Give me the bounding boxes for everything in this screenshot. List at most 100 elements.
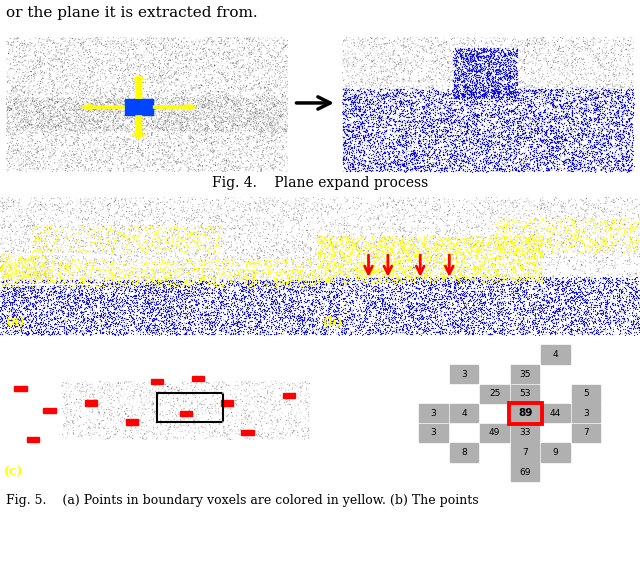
Point [470,54,481,63]
Point [182,50,193,59]
Point [160,56,170,65]
Point [152,300,162,309]
Point [118,247,129,256]
Point [90,428,100,437]
Point [71,276,81,285]
Point [454,237,464,247]
Point [499,65,509,74]
Point [181,238,191,247]
Point [504,62,515,71]
Point [0,276,9,285]
Point [482,250,492,259]
Point [253,280,263,289]
Point [83,316,93,325]
Point [354,151,364,160]
Point [516,255,526,264]
Point [388,88,398,97]
Point [602,161,612,170]
Point [60,49,70,58]
Point [453,53,463,62]
Point [120,36,131,45]
Point [568,158,579,167]
Point [387,232,397,241]
Point [30,246,40,255]
Point [99,406,109,415]
Point [226,105,236,114]
Point [577,42,587,51]
Point [213,78,223,88]
Point [229,94,239,103]
Point [239,271,249,280]
Point [61,53,71,62]
Point [210,122,220,131]
Point [180,88,191,97]
Point [180,56,190,65]
Point [577,323,588,332]
Point [41,311,51,320]
Point [627,66,637,76]
Point [13,92,23,101]
Point [3,49,13,58]
Point [397,281,408,291]
Point [273,260,284,269]
Point [77,277,87,287]
Point [493,82,503,91]
Point [33,439,43,448]
Point [372,162,382,172]
Point [353,241,363,250]
Point [209,304,219,313]
Point [90,279,100,288]
Point [196,458,207,467]
Point [329,292,339,301]
Point [108,55,118,65]
Point [372,245,383,255]
Point [33,79,43,88]
Point [419,106,429,116]
Point [603,148,613,157]
Point [310,292,321,301]
Point [162,242,172,251]
Point [115,96,125,105]
Point [60,113,70,122]
Point [422,120,432,129]
Point [227,408,237,417]
Point [70,324,80,333]
Point [512,301,522,310]
Point [212,263,223,272]
Point [280,157,290,166]
Point [416,234,426,243]
Point [19,375,29,384]
Point [201,306,211,315]
Point [146,388,156,397]
Point [344,313,354,322]
Point [48,307,58,316]
Point [380,39,390,48]
Point [111,327,121,336]
Point [510,50,520,59]
Point [618,151,628,160]
Point [271,247,281,256]
Point [137,35,147,44]
Point [597,88,607,97]
Point [593,128,603,137]
Point [240,126,250,136]
Point [143,92,154,101]
Point [106,154,116,164]
Point [618,196,628,205]
Point [429,457,440,466]
Point [625,236,636,245]
Point [352,154,362,164]
Point [316,223,326,232]
Point [424,103,434,112]
Point [212,91,222,100]
Point [466,145,476,154]
Point [63,420,73,430]
Point [205,413,216,422]
Point [289,256,299,265]
Point [588,278,598,287]
Point [44,59,54,68]
Point [49,261,60,270]
Point [412,298,422,307]
Point [545,49,556,58]
Point [481,193,491,202]
